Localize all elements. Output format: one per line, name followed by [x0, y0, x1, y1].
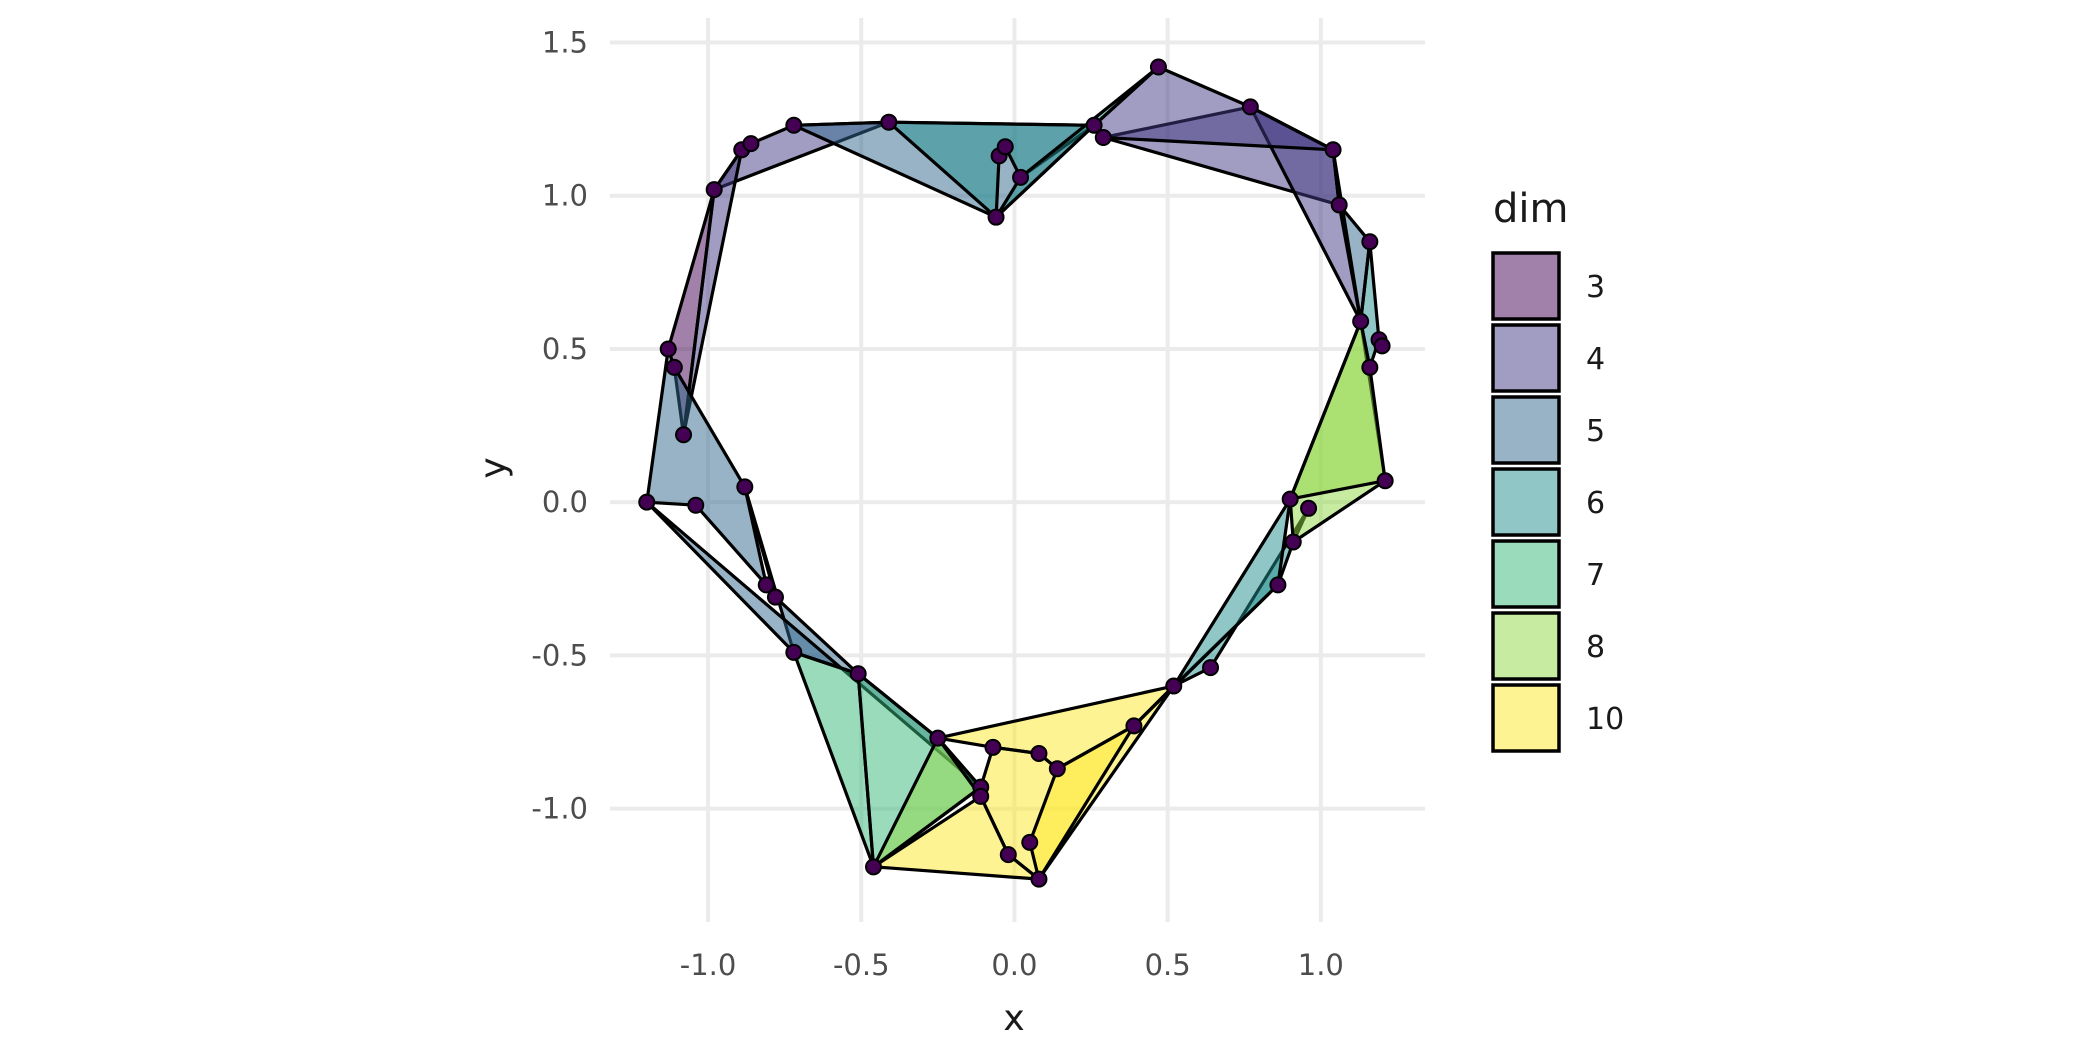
- data-point: [1300, 499, 1318, 517]
- legend-label-7: 7: [1586, 558, 1605, 593]
- data-point: [785, 116, 803, 134]
- data-point: [849, 665, 867, 683]
- data-point: [1241, 98, 1259, 116]
- legend-key-8: [1491, 611, 1561, 681]
- data-point: [638, 493, 656, 511]
- data-point: [1330, 196, 1348, 214]
- data-point: [972, 787, 990, 805]
- data-point: [1324, 141, 1342, 159]
- data-point: [1361, 233, 1379, 251]
- x-tick-label: -0.5: [833, 948, 890, 982]
- data-point: [1125, 717, 1143, 735]
- legend-key-5: [1491, 395, 1561, 465]
- data-point: [1281, 490, 1299, 508]
- data-point: [742, 135, 760, 153]
- data-point: [1373, 337, 1391, 355]
- data-point: [1376, 472, 1394, 490]
- legend-label-6: 6: [1586, 486, 1605, 521]
- y-axis-ticks: -1.0 -0.5 0.0 0.5 1.0 1.5: [531, 26, 588, 826]
- data-point: [665, 358, 683, 376]
- data-point: [987, 208, 1005, 226]
- y-tick-label: 0.5: [542, 332, 588, 366]
- data-point: [864, 858, 882, 876]
- x-tick-label: 1.0: [1298, 948, 1344, 982]
- y-tick-label: -0.5: [531, 638, 588, 672]
- y-tick-label: -1.0: [531, 792, 588, 826]
- y-tick-label: 1.5: [542, 26, 588, 60]
- x-axis-ticks: -1.0 -0.5 0.0 0.5 1.0: [680, 948, 1344, 982]
- legend-key-4: [1491, 323, 1561, 393]
- data-point: [1094, 129, 1112, 147]
- x-tick-label: 0.5: [1145, 948, 1191, 982]
- data-point: [1361, 358, 1379, 376]
- data-point: [1284, 533, 1302, 551]
- data-point: [1202, 659, 1220, 677]
- data-point: [1352, 312, 1370, 330]
- data-point: [984, 738, 1002, 756]
- data-point: [687, 496, 705, 514]
- data-point: [757, 576, 775, 594]
- data-point: [1021, 833, 1039, 851]
- data-point: [1030, 744, 1048, 762]
- x-tick-label: -1.0: [680, 948, 737, 982]
- legend-label-3: 3: [1586, 270, 1605, 305]
- data-point: [880, 113, 898, 131]
- x-axis-title: x: [1003, 998, 1024, 1039]
- polygon-dim-4: [681, 148, 744, 437]
- data-point: [659, 340, 677, 358]
- legend-label-5: 5: [1586, 414, 1605, 449]
- data-point: [996, 138, 1014, 156]
- data-point: [705, 181, 723, 199]
- y-tick-label: 0.0: [542, 485, 588, 519]
- data-point: [1048, 760, 1066, 778]
- legend-label-10: 10: [1586, 702, 1624, 737]
- legend-key-6: [1491, 467, 1561, 537]
- data-point: [766, 588, 784, 606]
- x-tick-label: 0.0: [991, 948, 1037, 982]
- y-tick-label: 1.0: [542, 179, 588, 213]
- data-point: [929, 729, 947, 747]
- data-point: [1030, 870, 1048, 888]
- legend: dim 3 4 5 6 7 8 10: [1491, 186, 1624, 753]
- data-point: [1149, 58, 1167, 76]
- data-point: [785, 643, 803, 661]
- legend-key-7: [1491, 539, 1561, 609]
- y-axis-title: y: [473, 457, 514, 478]
- data-point: [1165, 677, 1183, 695]
- points-layer: [638, 58, 1394, 888]
- legend-label-4: 4: [1586, 342, 1605, 377]
- data-point: [675, 426, 693, 444]
- data-point: [999, 846, 1017, 864]
- data-point: [1085, 116, 1103, 134]
- data-point: [1012, 168, 1030, 186]
- legend-title: dim: [1493, 186, 1568, 232]
- legend-key-3: [1491, 251, 1561, 321]
- polygon-dim-4: [1092, 65, 1335, 152]
- legend-label-8: 8: [1586, 630, 1605, 665]
- data-point: [1269, 576, 1287, 594]
- legend-key-10: [1491, 683, 1561, 753]
- data-point: [736, 478, 754, 496]
